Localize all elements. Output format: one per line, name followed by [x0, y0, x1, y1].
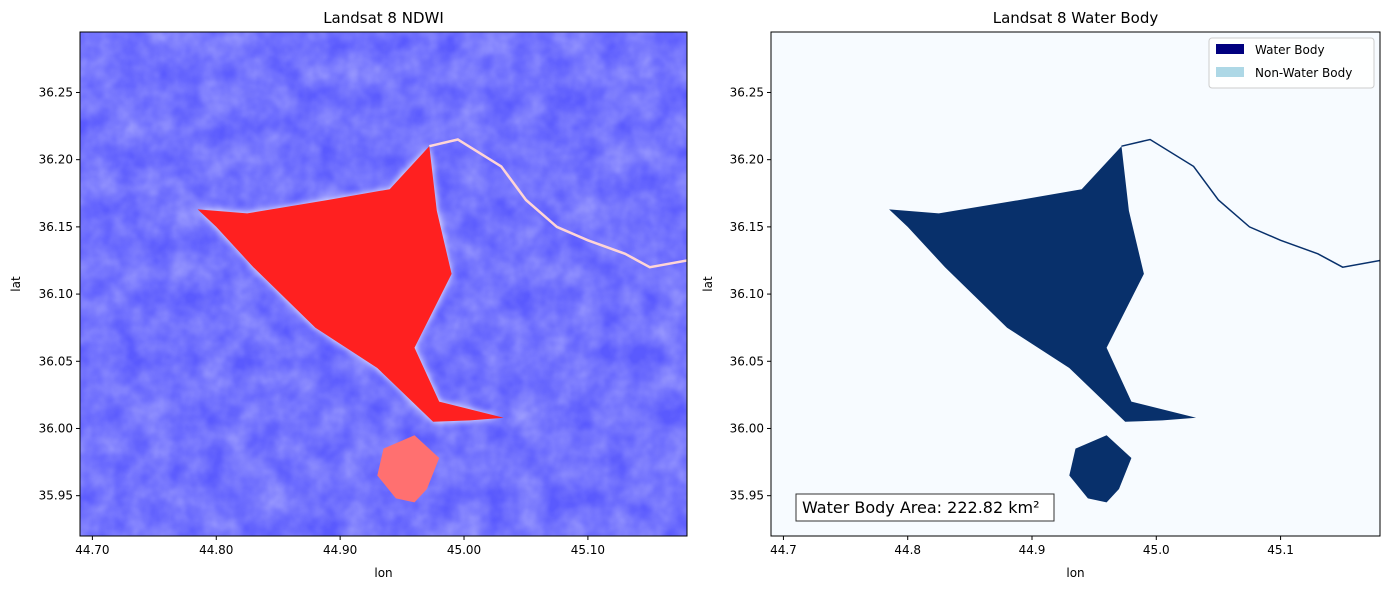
waterbody-ytick-label: 36.25: [730, 85, 764, 99]
legend-label-water: Water Body: [1255, 43, 1325, 57]
ndwi-xtick-label: 44.70: [75, 543, 109, 557]
ndwi-ylabel: lat: [9, 276, 23, 292]
legend-swatch-water: [1216, 44, 1244, 54]
waterbody-ytick-label: 36.05: [730, 354, 764, 368]
waterbody-panel: Landsat 8 Water Body 44.7 44.8 44.9 45.0 45.…: [701, 9, 1381, 580]
waterbody-axes-frame: [770, 31, 1381, 537]
legend-box: [1208, 37, 1375, 89]
waterbody-ytick-label: 36.20: [730, 153, 764, 167]
ndwi-panel: Landsat 8 NDWI 44.70 44.80 44.90 45.00 45.10…: [9, 9, 688, 580]
waterbody-ytick-label: 35.95: [730, 489, 764, 503]
ndwi-axes-frame: [79, 31, 688, 537]
ndwi-xtick-label: 45.00: [447, 543, 481, 557]
waterbody-ytick-label: 36.15: [730, 220, 764, 234]
waterbody-ytick-label: 36.10: [730, 287, 764, 301]
area-annotation-box: [795, 493, 1055, 522]
ndwi-ytick-label: 36.20: [39, 153, 73, 167]
waterbody-xtick-label: 45.1: [1267, 543, 1294, 557]
waterbody-ytick-label: 36.00: [730, 421, 764, 435]
ndwi-ytick-label: 35.95: [39, 489, 73, 503]
ndwi-south-arm: [377, 435, 440, 503]
ndwi-ytick-label: 36.10: [39, 287, 73, 301]
ndwi-ytick-label: 36.15: [39, 220, 73, 234]
ndwi-ytick-label: 36.05: [39, 354, 73, 368]
legend: Water Body Non-Water Body: [1208, 37, 1375, 89]
ndwi-ytick-label: 36.25: [39, 85, 73, 99]
waterbody-xtick-label: 44.7: [770, 543, 797, 557]
waterbody-xtick-label: 45.0: [1143, 543, 1170, 557]
ndwi-reservoir: [197, 146, 504, 422]
ndwi-xtick-label: 44.90: [323, 543, 357, 557]
ndwi-image: [80, 32, 687, 536]
area-annotation-text: Water Body Area: 222.82 km²: [802, 498, 1040, 517]
legend-swatch-non-water: [1216, 67, 1244, 77]
ndwi-xtick-label: 44.80: [199, 543, 233, 557]
legend-label-non-water: Non-Water Body: [1255, 66, 1352, 80]
waterbody-ylabel: lat: [701, 276, 715, 292]
ndwi-ytick-label: 36.00: [39, 421, 73, 435]
waterbody-south-arm: [1069, 435, 1132, 503]
waterbody-title: Landsat 8 Water Body: [993, 9, 1159, 27]
ndwi-xtick-label: 45.10: [571, 543, 605, 557]
waterbody-ticks: 44.7 44.8 44.9 45.0 45.1 35.95 36.00 36.05 36.10…: [730, 85, 1294, 557]
waterbody-reservoir: [889, 146, 1197, 422]
waterbody-image: [771, 32, 1380, 536]
waterbody-river: [1121, 138, 1380, 268]
ndwi-river: [429, 138, 687, 269]
ndwi-ticks: 44.70 44.80 44.90 45.00 45.10 35.95 36.00 36.05…: [39, 85, 605, 557]
ndwi-xlabel: lon: [374, 566, 392, 580]
waterbody-xtick-label: 44.9: [1019, 543, 1046, 557]
ndwi-title: Landsat 8 NDWI: [323, 9, 444, 27]
waterbody-xlabel: lon: [1066, 566, 1084, 580]
waterbody-xtick-label: 44.8: [894, 543, 921, 557]
area-annotation: Water Body Area: 222.82 km²: [795, 493, 1055, 522]
